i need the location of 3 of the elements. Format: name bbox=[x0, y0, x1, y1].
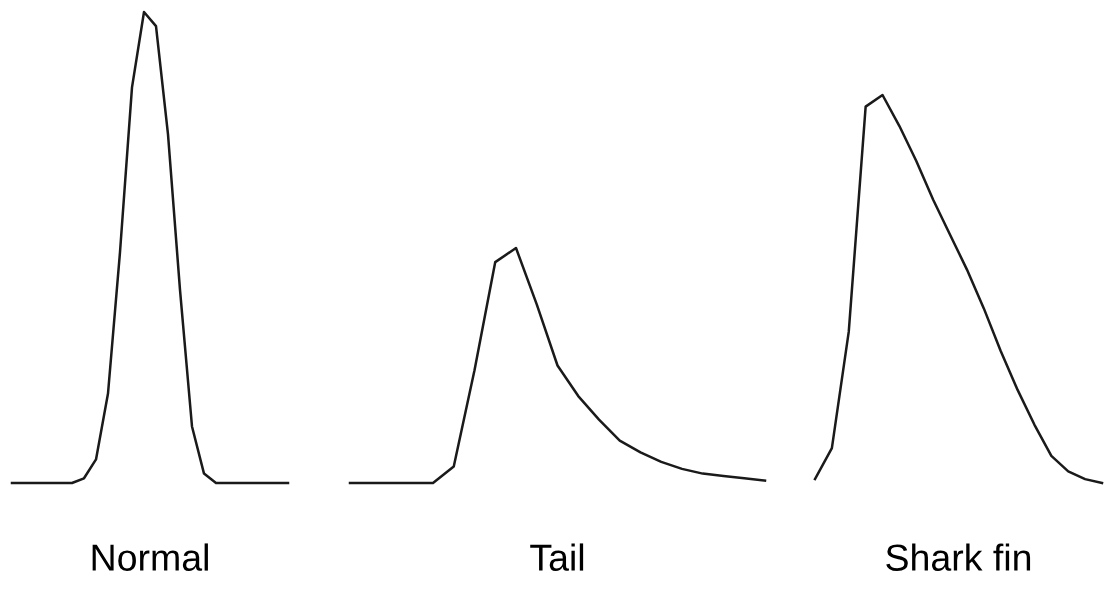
x-axis-title: Tail bbox=[530, 543, 584, 571]
x-axis-title: Shark fin bbox=[886, 543, 1031, 571]
x-axis-title: Normal bbox=[92, 543, 208, 571]
